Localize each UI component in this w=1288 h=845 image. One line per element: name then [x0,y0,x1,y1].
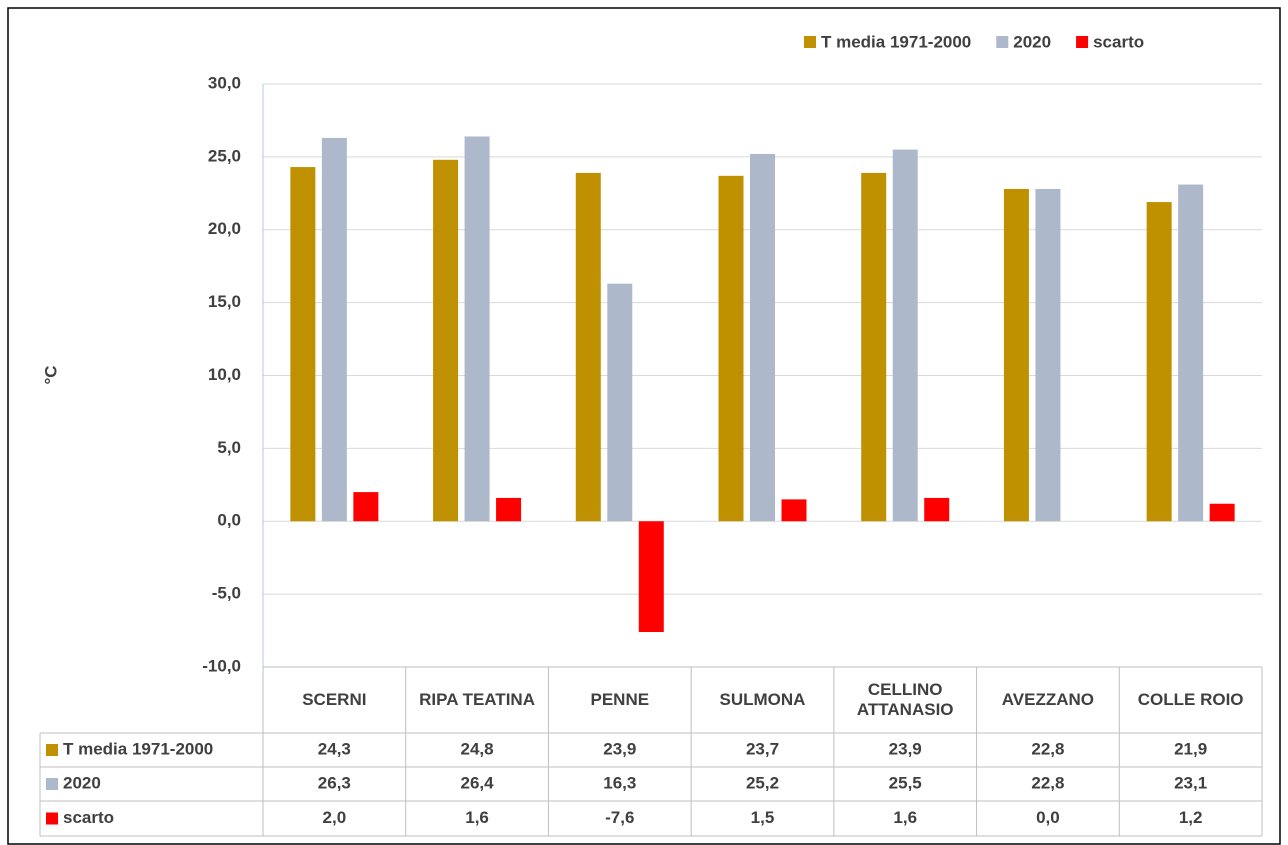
bar [575,172,601,522]
x-tick-label-box: RIPA TEATINA [419,690,535,709]
x-tick-label: RIPA TEATINA [419,690,535,709]
x-tick-label-box: SULMONA [719,690,806,709]
y-tick-label: 20,0 [208,219,241,238]
legend-label: scarto [1093,32,1144,51]
legend-key [1076,36,1089,48]
table-row-header: scarto [63,808,114,827]
chart-border [7,7,1281,845]
x-tick-label: CELLINO ATTANASIO [856,680,954,719]
table-value: 22,8 [1031,773,1064,792]
table-value: 26,4 [461,773,495,792]
bar [638,521,664,633]
table-legend-key [46,812,58,825]
y-tick-label: 15,0 [208,292,241,311]
bar [718,175,744,522]
table-value: 23,7 [746,739,779,758]
legend-key [804,36,816,48]
legend-key [996,36,1009,48]
y-tick-label: -10,0 [202,656,241,675]
table-value: 0,0 [1036,808,1060,827]
y-tick-label: -5,0 [212,584,241,603]
y-tick-label: 30,0 [208,73,241,92]
x-tick-label-box: PENNE [590,690,650,709]
table-value: 22,8 [1031,739,1064,758]
bar [1209,503,1235,522]
bar [781,499,807,522]
legend-label: 2020 [1013,32,1051,51]
x-tick-label-box: CELLINO ATTANASIO [856,680,954,719]
bar [1003,188,1029,522]
table-value: 16,3 [603,773,636,792]
table-value: 24,8 [461,739,494,758]
bar [1035,188,1061,522]
bar [433,159,459,522]
table-value: 1,6 [465,808,489,827]
x-tick-label: SULMONA [719,690,806,709]
table-value: 1,5 [751,808,775,827]
table-value: 21,9 [1174,739,1207,758]
y-tick-label: 0,0 [217,511,241,530]
table-value: 2,0 [323,808,347,827]
bar [1178,184,1204,522]
table-value: 1,6 [893,808,917,827]
bar [290,167,316,522]
legend-label: T media 1971-2000 [821,32,971,51]
table-row-header: T media 1971-2000 [63,739,213,758]
y-tick-label: 10,0 [208,365,241,384]
table-value: 23,9 [603,739,636,758]
bar [892,149,918,522]
table-value: 23,1 [1174,773,1207,792]
table-value: 1,2 [1179,808,1203,827]
x-tick-label: AVEZZANO [1001,690,1095,709]
table-value: 23,9 [889,739,922,758]
x-tick-label-box: AVEZZANO [1001,690,1095,709]
x-tick-label: SCERNI [302,690,367,709]
bar [861,172,887,522]
bar [464,136,490,522]
y-tick-label: 5,0 [217,438,241,457]
bar [750,153,775,522]
table-value: 25,2 [746,773,779,792]
table-value: 25,5 [889,773,922,792]
x-tick-label-box: SCERNI [302,690,367,709]
table-row-header: 2020 [63,773,101,792]
bar [1146,202,1172,522]
x-tick-label-box: COLLE ROIO [1137,690,1244,709]
y-tick-label: 25,0 [208,146,241,165]
y-axis-label: °C [41,365,60,384]
table-value: -7,6 [605,808,634,827]
bar [321,137,347,522]
bar [353,492,379,522]
bar [924,497,950,522]
table-legend-key [46,778,58,790]
table-value: 24,3 [318,739,351,758]
x-tick-label: PENNE [590,690,650,709]
bar [607,283,633,522]
table-value: 26,3 [318,773,351,792]
bar [496,497,522,522]
x-tick-label: COLLE ROIO [1137,690,1244,709]
table-legend-key [46,744,58,756]
